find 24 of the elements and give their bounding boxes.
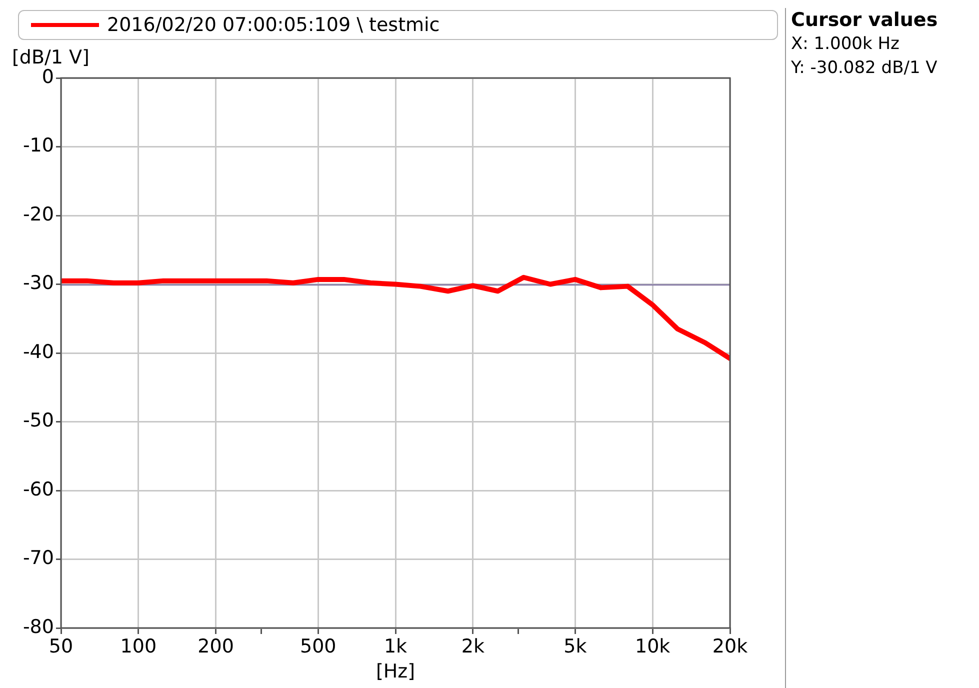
y-tick-label: -50 <box>22 410 54 432</box>
x-tick-label: 200 <box>198 635 234 658</box>
y-tick-label: -70 <box>22 547 54 570</box>
y-tick-label: -10 <box>22 134 54 157</box>
y-tick-label: -30 <box>22 272 54 294</box>
y-tick-label: -20 <box>22 203 54 226</box>
y-tick-label: -80 <box>22 616 54 638</box>
y-tick-label: -60 <box>22 478 54 500</box>
x-tick-label: 5k <box>564 635 587 658</box>
x-tick-label: 100 <box>120 635 157 658</box>
x-tick-label: 50 <box>48 635 74 658</box>
x-tick-label: 500 <box>300 635 336 658</box>
x-axis-title: [Hz] <box>376 660 416 683</box>
text: Cursor values <box>791 8 939 32</box>
y-tick-label: -40 <box>22 340 54 363</box>
x-tick-label: 2k <box>461 635 484 658</box>
y-tick-label: 0 <box>42 66 54 88</box>
text: X: 1.000k Hz <box>791 33 900 56</box>
text: Y: -30.082 dB/1 V <box>791 57 938 80</box>
y-axis-title: [dB/1 V] <box>12 46 90 68</box>
legend-label: 2016/02/20 07:00:05:109 \ testmic <box>107 14 440 36</box>
x-tick-label: 1k <box>384 635 408 658</box>
x-tick-label: 20k <box>712 635 748 658</box>
x-tick-label: 10k <box>635 635 670 658</box>
